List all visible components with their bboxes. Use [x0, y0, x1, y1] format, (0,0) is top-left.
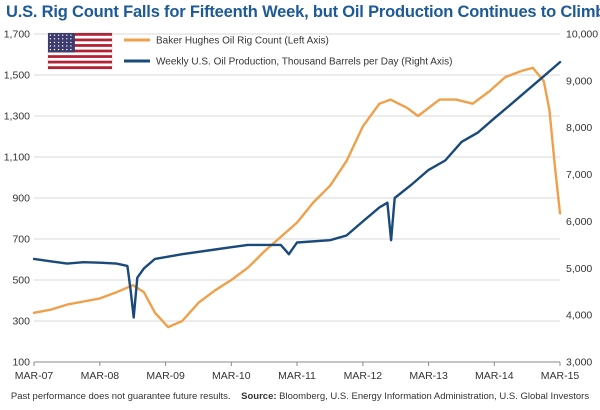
right-axis-tick-label: 10,000 — [566, 29, 598, 41]
series-line-rig-count — [32, 66, 562, 329]
right-axis-tick-label: 8,000 — [566, 122, 592, 134]
left-axis-tick-label: 100 — [12, 357, 30, 369]
x-axis-tick-label: MAR-10 — [212, 370, 251, 382]
us-flag-icon — [47, 32, 113, 70]
right-axis-tick-label: 9,000 — [566, 75, 592, 87]
left-axis-tick-label: 1,700 — [4, 29, 30, 41]
left-axis-tick-label: 1,300 — [4, 111, 30, 123]
right-axis-tick-label: 3,000 — [566, 357, 592, 369]
x-axis-tick-label: MAR-13 — [409, 370, 448, 382]
left-axis-tick-label: 1,500 — [4, 70, 30, 82]
x-axis-tick-label: MAR-09 — [146, 370, 185, 382]
legend: Baker Hughes Oil Rig Count (Left Axis) W… — [47, 32, 452, 70]
footer: Past performance does not guarantee futu… — [0, 391, 600, 402]
line-chart: 100 300 500 700 900 1,100 1,300 1,500 1,700 3,00… — [4, 29, 599, 383]
left-axis-ticks: 100 300 500 700 900 1,100 1,300 1,500 1,700 — [4, 29, 30, 369]
source-label: Source: — [241, 391, 277, 402]
right-axis-tick-label: 7,000 — [566, 169, 592, 181]
right-axis-tick-label: 6,000 — [566, 216, 592, 228]
left-axis-tick-label: 700 — [12, 234, 30, 246]
x-axis-tick-label: MAR-11 — [278, 370, 316, 382]
left-axis-tick-label: 500 — [12, 275, 30, 287]
x-axis-tick-label: MAR-14 — [475, 370, 514, 382]
chart-title: U.S. Rig Count Falls for Fifteenth Week,… — [6, 3, 600, 21]
grid-lines — [34, 33, 560, 322]
left-axis-tick-label: 1,100 — [4, 152, 30, 164]
x-axis-tick-label: MAR-08 — [81, 370, 120, 382]
right-axis-ticks: 3,000 4,000 5,000 6,000 7,000 8,000 9,000 10,00… — [566, 29, 598, 369]
series-line-oil-production — [32, 60, 562, 319]
left-axis-tick-label: 900 — [12, 193, 30, 205]
x-axis-ticks: MAR-07 MAR-08 MAR-09 MAR-10 MAR-11 MAR-12 MAR-… — [15, 362, 580, 382]
x-axis-tick-label: MAR-07 — [15, 370, 54, 382]
source-text: Bloomberg, U.S. Energy Information Admin… — [279, 391, 590, 402]
legend-label-oil-production: Weekly U.S. Oil Production, Thousand Bar… — [156, 57, 452, 68]
left-axis-tick-label: 300 — [12, 316, 30, 328]
series-layer — [32, 60, 562, 329]
right-axis-tick-label: 4,000 — [566, 310, 592, 322]
legend-label-rig-count: Baker Hughes Oil Rig Count (Left Axis) — [156, 36, 329, 47]
right-axis-tick-label: 5,000 — [566, 263, 592, 275]
x-axis-tick-label: MAR-12 — [344, 370, 383, 382]
disclaimer-text: Past performance does not guarantee futu… — [10, 391, 231, 402]
x-axis-tick-label: MAR-15 — [541, 370, 580, 382]
